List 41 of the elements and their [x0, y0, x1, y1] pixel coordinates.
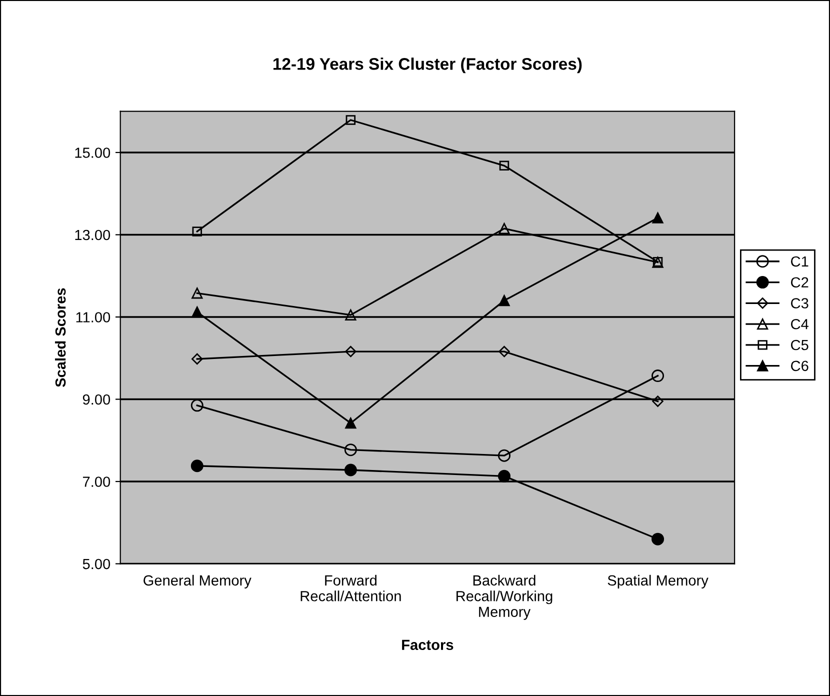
point — [652, 532, 664, 546]
point — [345, 346, 356, 358]
point — [192, 306, 203, 318]
chart-title: 12-19 Years Six Cluster (Factor Scores) — [273, 58, 582, 74]
legend-label: C6 — [791, 360, 808, 372]
legend-label: C4 — [791, 318, 808, 330]
point — [498, 223, 510, 234]
legend-label: C2 — [791, 277, 808, 288]
point — [346, 115, 356, 125]
point — [192, 288, 203, 299]
x-tick-label: Spatial Memory — [608, 574, 708, 588]
point — [190, 460, 204, 472]
y-tick-label: 9.00 — [82, 394, 110, 405]
point — [652, 370, 664, 382]
point — [192, 226, 202, 236]
point — [652, 212, 664, 224]
point — [344, 444, 357, 456]
y-tick-label: 13.00 — [75, 230, 110, 240]
y-tick-label: 15.00 — [75, 148, 110, 158]
point — [345, 418, 356, 429]
y-axis-title: Scaled Scores — [54, 288, 66, 387]
legend-label: C3 — [791, 298, 808, 308]
point — [498, 449, 510, 462]
point — [190, 399, 204, 412]
point — [192, 353, 203, 365]
point — [652, 396, 664, 407]
point — [498, 470, 510, 482]
point — [498, 346, 510, 358]
x-tick-label: General Memory — [144, 574, 252, 588]
x-tick-label: Backward Recall/Working Memory — [456, 574, 552, 620]
legend-label: C5 — [791, 340, 808, 350]
y-tick-label: 5.00 — [82, 558, 110, 570]
point — [498, 294, 510, 306]
x-axis-title: Factors — [402, 640, 454, 650]
y-tick-label: 7.00 — [82, 476, 110, 487]
point — [345, 309, 356, 320]
legend-label: C1 — [791, 256, 808, 267]
point — [344, 464, 357, 476]
y-tick-label: 11.00 — [76, 312, 110, 322]
x-tick-label: Forward Recall/Attention — [300, 574, 401, 602]
point — [499, 160, 510, 171]
